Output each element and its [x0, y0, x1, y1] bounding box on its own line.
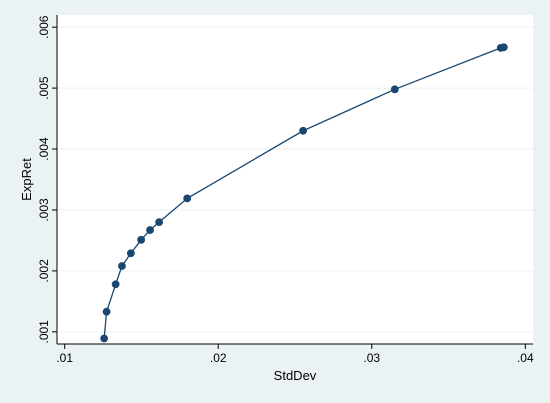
data-point	[299, 126, 308, 135]
x-tick-label: .01	[56, 351, 73, 365]
data-point	[183, 194, 192, 203]
series-layer	[100, 43, 508, 343]
y-tick-label: .002	[37, 259, 51, 283]
data-point	[126, 249, 135, 258]
x-tick-label: .02	[210, 351, 227, 365]
y-axis-title: ExpRet	[19, 158, 34, 201]
y-tick-label: .005	[37, 76, 51, 100]
y-tick-label: .003	[37, 198, 51, 222]
x-tick-label: .03	[363, 351, 380, 365]
y-tick-label: .004	[37, 137, 51, 161]
plot-area	[57, 15, 533, 344]
data-point	[146, 226, 154, 234]
data-point	[155, 218, 164, 227]
data-point	[137, 235, 146, 244]
data-point	[118, 262, 126, 270]
data-point	[100, 334, 109, 343]
x-tick-label: .04	[517, 351, 534, 365]
data-point	[499, 43, 508, 52]
axes: .001 .002 .003 .004 .005 .006 .01 .02 .03 .04	[37, 15, 534, 365]
data-point	[111, 280, 120, 289]
x-axis-title: StdDev	[274, 368, 317, 383]
y-tick-label: .001	[37, 320, 51, 344]
grid	[58, 26, 533, 333]
data-point	[102, 307, 111, 316]
data-point	[390, 85, 399, 94]
y-tick-label: .006	[37, 15, 51, 39]
